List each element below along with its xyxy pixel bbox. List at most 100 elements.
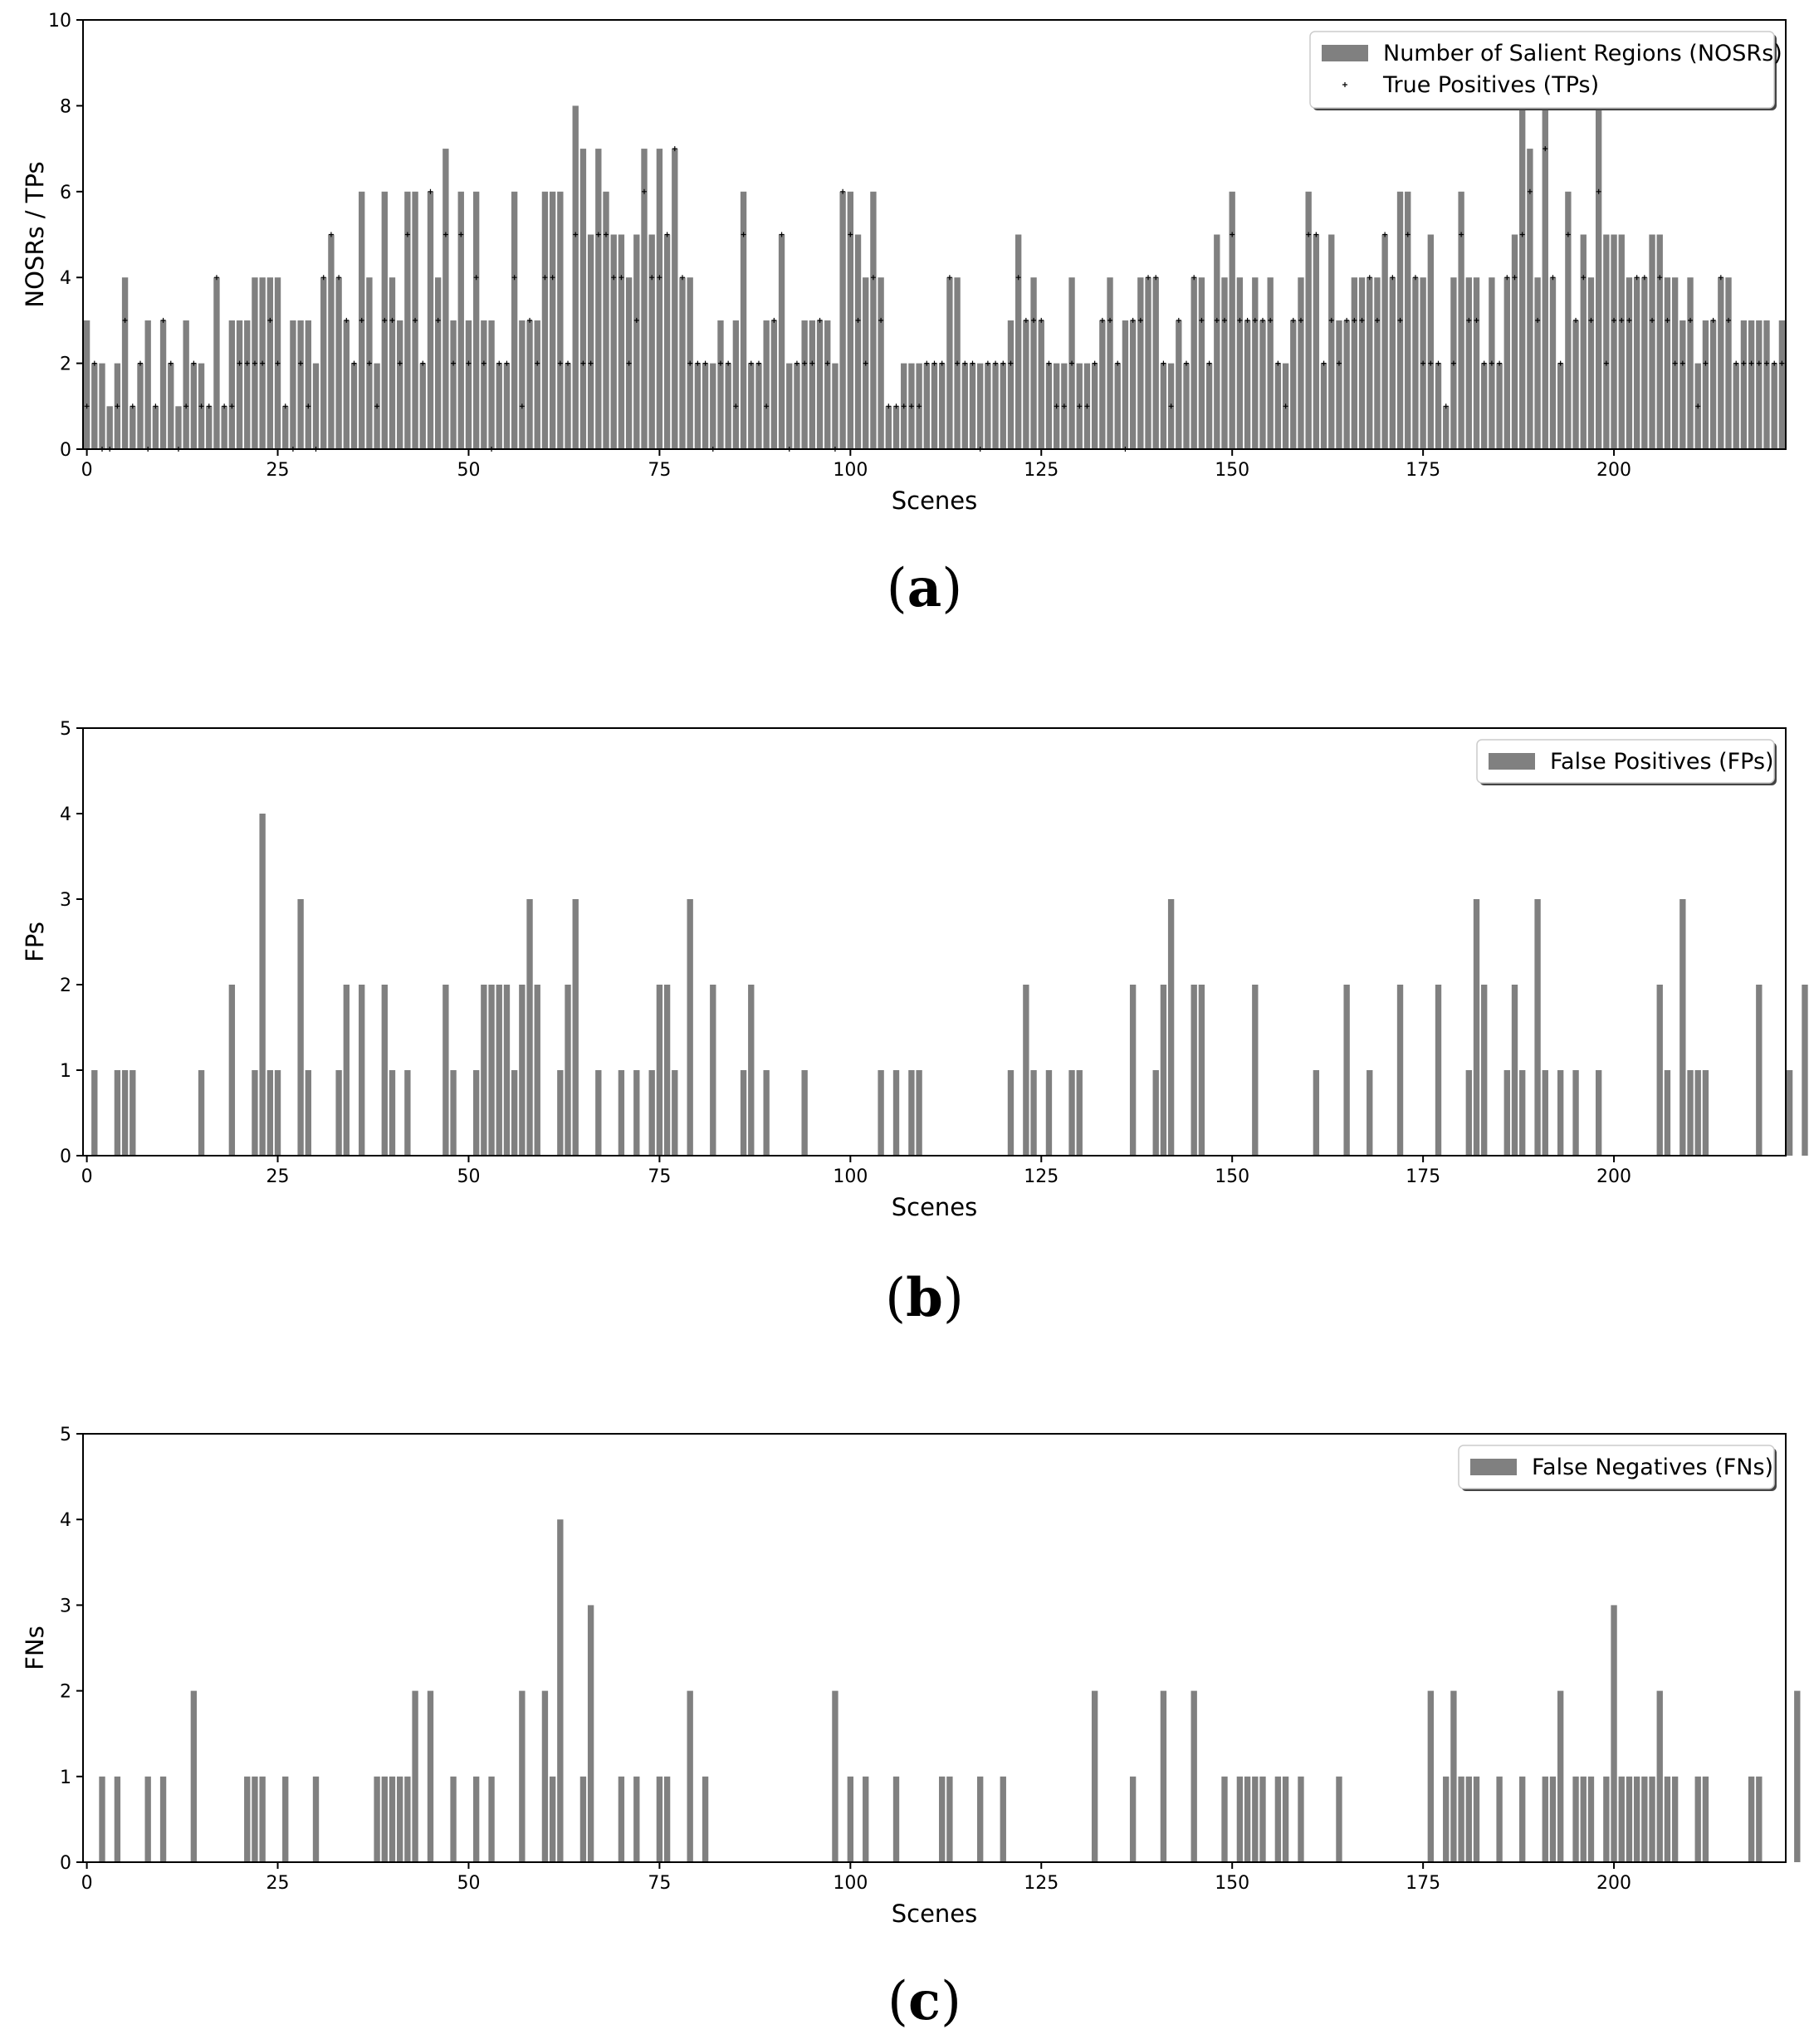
tp-marker [213,275,219,281]
bar [320,277,327,449]
tp-marker [1137,317,1143,323]
bar [328,234,335,449]
tp-marker [1039,317,1044,323]
bar [130,406,136,449]
tp-marker [764,403,770,409]
tp-marker [1199,317,1205,323]
bar [1137,277,1144,449]
bar [985,363,991,449]
x-tick-label: 125 [1024,1873,1059,1894]
tp-marker [1679,360,1685,366]
bar [1664,1776,1671,1862]
tp-marker [687,360,693,366]
bar [610,234,617,449]
tp-marker [1146,275,1151,281]
tp-marker [1168,403,1174,409]
tp-marker [1527,188,1533,194]
bar [1595,1070,1602,1156]
plot-frame [82,1433,1787,1863]
tp-marker [1130,317,1136,323]
bar [672,149,678,449]
bar [434,277,442,449]
tp-marker [1688,317,1694,323]
bar [144,1776,151,1862]
bar [1664,277,1671,449]
bar [457,191,464,450]
bar [572,899,579,1156]
tp-marker [382,317,388,323]
bar [198,1070,205,1156]
tp-marker [1008,360,1014,366]
tp-marker [1336,360,1342,366]
bar [305,320,311,449]
bar [1305,191,1312,450]
bar [579,1776,587,1862]
bar [1786,1070,1793,1156]
tp-marker [420,360,426,366]
y-tick-label: 2 [60,1682,71,1703]
plot-frame [82,727,1787,1156]
tp-marker [1390,275,1396,281]
legend-label: Number of Salient Regions (NOSRs) [1383,41,1782,66]
bar [633,234,640,449]
tp-marker [1550,275,1556,281]
bar [1320,363,1327,449]
tp-marker [1115,360,1121,366]
bar [1343,320,1350,449]
bar [1481,985,1488,1156]
bar [1503,277,1510,449]
bar [1748,1776,1755,1862]
tp-marker [519,403,525,409]
bar [1527,149,1533,449]
bar [1626,277,1633,449]
bar [565,363,571,449]
tp-marker [1084,403,1090,409]
bar [1023,320,1029,449]
bar [137,363,144,449]
tp-marker [1352,317,1357,323]
bar [916,1070,922,1156]
tp-marker [1634,275,1640,281]
tp-marker [1466,317,1472,323]
legend [1309,31,1775,109]
bar [1298,277,1304,449]
bar [1198,277,1205,449]
bar [1221,277,1228,449]
bar [1694,1776,1701,1862]
tp-marker [1611,317,1617,323]
x-tick-label: 200 [1596,1166,1631,1187]
bar [763,1070,770,1156]
tp-marker [1474,317,1479,323]
bar [503,363,511,449]
tp-marker [206,403,212,409]
bar [1603,1776,1610,1862]
tp-marker [604,232,609,237]
bar [244,1776,251,1862]
bar [488,985,495,1156]
bar [878,1070,884,1156]
tp-marker [985,360,990,366]
tp-marker [1756,360,1762,366]
bar [381,1776,388,1862]
bar [847,1776,854,1862]
tp-marker [771,317,777,323]
tp-marker [137,360,143,366]
bar [1794,1690,1801,1862]
bar [656,985,663,1156]
bar [1580,234,1587,449]
bar [1244,320,1251,449]
bar [1679,320,1686,449]
legend-bar-swatch [1322,45,1368,61]
bar [541,1690,549,1862]
bar [1328,234,1335,449]
tp-marker [413,317,418,323]
bar [350,363,358,449]
bar [488,1776,495,1862]
bar [1709,320,1717,449]
bar [206,406,213,449]
bar [748,363,755,449]
bar [1358,277,1366,449]
bar [1091,363,1098,449]
bar [1236,1776,1244,1862]
bar [534,985,540,1156]
